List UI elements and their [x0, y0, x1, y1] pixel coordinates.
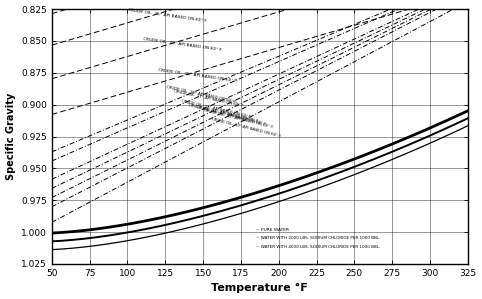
Text: CRUDE OIL  10° API BASED ON 60° F.: CRUDE OIL 10° API BASED ON 60° F. [211, 117, 282, 138]
Text: ~ PURE WATER: ~ PURE WATER [256, 228, 289, 231]
Text: CRUDE OIL  12° API BASED ON 60° F.: CRUDE OIL 12° API BASED ON 60° F. [203, 108, 274, 129]
Text: CRUDE OIL  15° API BASED ON 60° F.: CRUDE OIL 15° API BASED ON 60° F. [180, 100, 252, 120]
X-axis label: Temperature °F: Temperature °F [212, 283, 308, 293]
Y-axis label: Specific Gravity: Specific Gravity [6, 93, 15, 180]
Text: CRUDE OIL  14° API BASED ON 60° F.: CRUDE OIL 14° API BASED ON 60° F. [188, 103, 259, 123]
Text: CRUDE OIL  25° API BASED ON 60° F.: CRUDE OIL 25° API BASED ON 60° F. [158, 68, 238, 83]
Text: ~ WATER WITH 4000 LBS. SODIUM CHLORIDE PER 1000 BBL.: ~ WATER WITH 4000 LBS. SODIUM CHLORIDE P… [256, 245, 380, 249]
Text: CRUDE OIL  17° API BASED ON 60° F.: CRUDE OIL 17° API BASED ON 60° F. [173, 89, 244, 108]
Text: ~ WATER WITH 2000 LBS. SODIUM CHLORIDE PER 1000 BBL.: ~ WATER WITH 2000 LBS. SODIUM CHLORIDE P… [256, 237, 381, 240]
Text: CRUDE OIL  13° API BASED ON 60° F.: CRUDE OIL 13° API BASED ON 60° F. [196, 105, 267, 126]
Text: CRUDE OIL  40° API BASED ON 60° F.: CRUDE OIL 40° API BASED ON 60° F. [0, 298, 1, 299]
Text: CRUDE OIL  30° API BASED ON 60° F.: CRUDE OIL 30° API BASED ON 60° F. [143, 37, 222, 52]
Text: CRUDE OIL  18° API BASED ON 60° F.: CRUDE OIL 18° API BASED ON 60° F. [165, 85, 237, 104]
Text: CRUDE OIL  35° API BASED ON 60° F.: CRUDE OIL 35° API BASED ON 60° F. [128, 8, 207, 23]
